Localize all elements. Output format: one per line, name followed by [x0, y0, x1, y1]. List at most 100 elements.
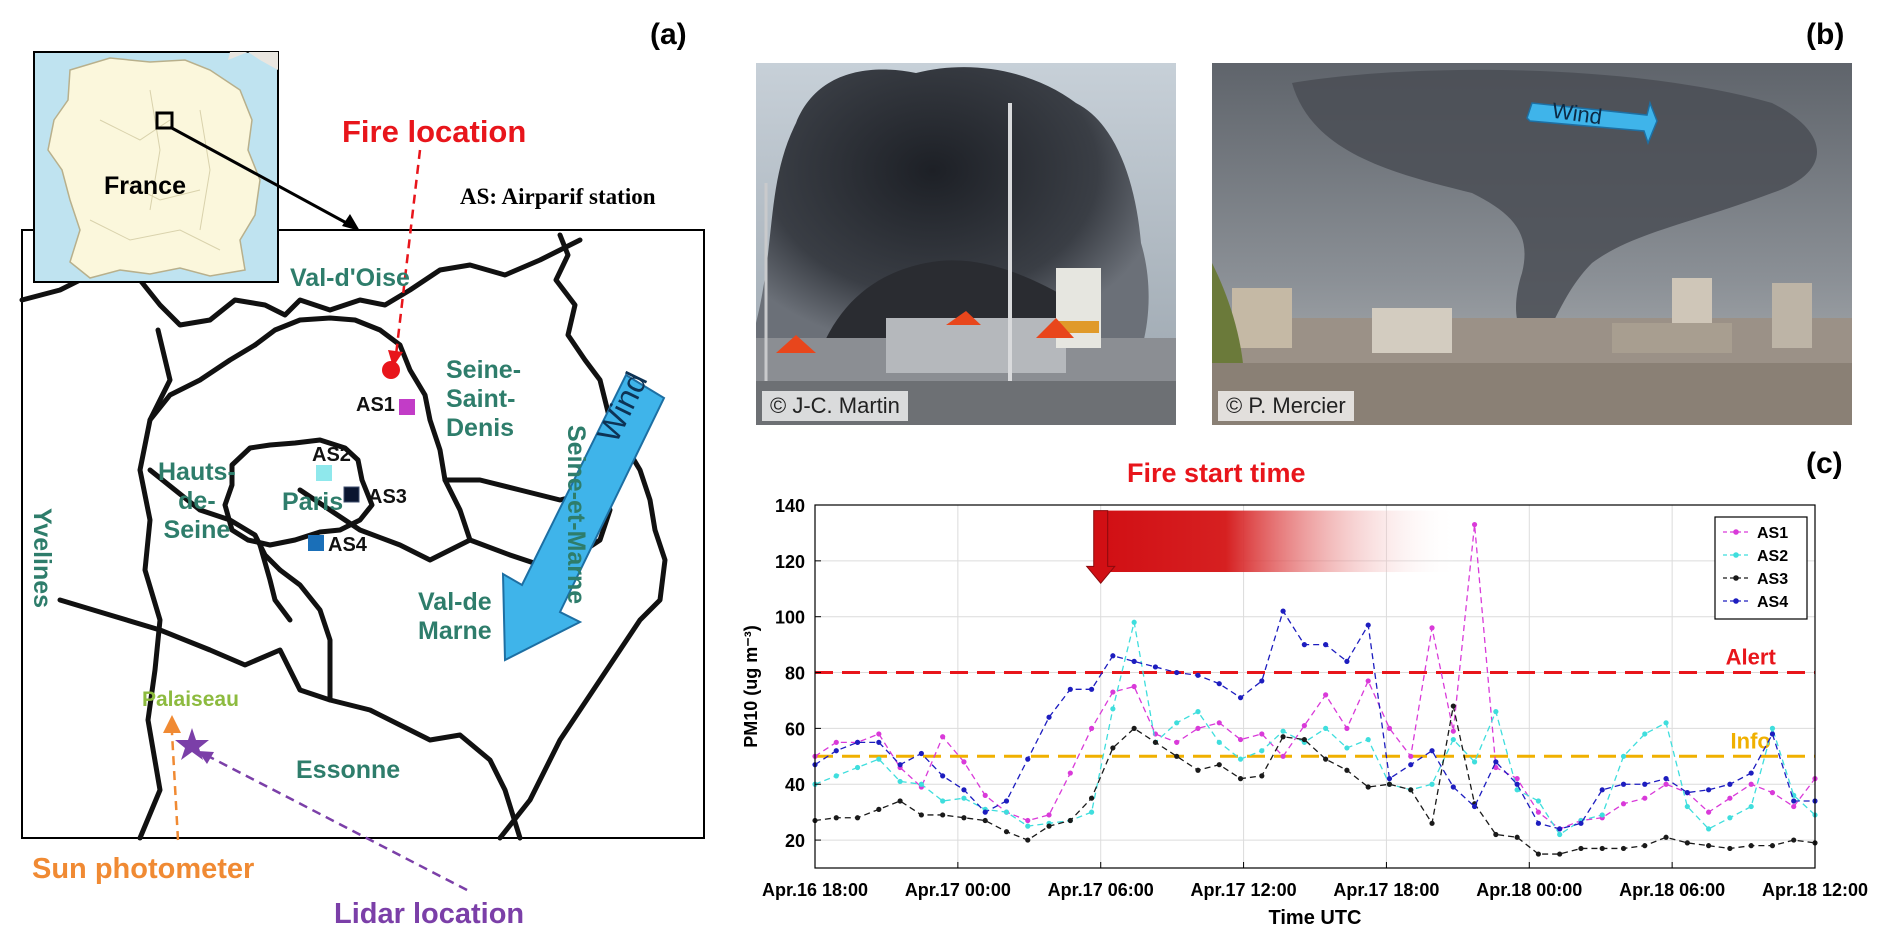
data-point-as2	[1174, 720, 1180, 726]
data-point-as3	[1684, 840, 1690, 846]
data-point-as4	[1663, 776, 1669, 782]
data-point-as3	[1365, 784, 1371, 790]
x-tick-label: Apr.17 00:00	[905, 880, 1011, 900]
x-tick-label: Apr.17 12:00	[1191, 880, 1297, 900]
fire-start-time-label: Fire start time	[1127, 458, 1306, 488]
photo-smoke-plume-right: Wind © P. Mercier	[1212, 63, 1852, 425]
data-point-as1	[1535, 809, 1542, 815]
data-point-as4	[1727, 781, 1733, 787]
data-point-as2	[1663, 720, 1669, 726]
data-point-as4	[1684, 790, 1690, 796]
data-point-as2	[1216, 739, 1222, 745]
sun-photometer-marker	[163, 715, 181, 733]
legend-label-as3: AS3	[1757, 571, 1788, 588]
data-point-as3	[1195, 767, 1201, 773]
data-point-as1	[1642, 795, 1648, 801]
legend-label-as2: AS2	[1757, 548, 1788, 565]
data-point-as4	[1025, 756, 1031, 762]
data-point-as2	[1557, 831, 1563, 838]
photo-wind-arrow	[1526, 100, 1658, 146]
data-point-as1	[1301, 722, 1307, 729]
data-point-as4	[961, 787, 967, 793]
as1-marker	[399, 399, 415, 415]
data-point-as1	[1748, 781, 1754, 787]
data-point-as3	[1046, 823, 1052, 829]
data-point-as1	[1259, 731, 1265, 737]
as2-label: AS2	[312, 444, 351, 466]
data-point-as2	[940, 798, 946, 804]
y-tick-label: 40	[785, 775, 805, 795]
legend-marker-as1	[1733, 529, 1739, 535]
data-point-as1	[1727, 795, 1733, 801]
data-point-as4	[1535, 820, 1542, 826]
data-point-as3	[1386, 781, 1393, 787]
data-point-as4	[1067, 686, 1073, 692]
threshold-label-alert: Alert	[1726, 645, 1777, 670]
region-val-de-marne: Val-de Marne	[418, 588, 492, 645]
data-point-as4	[1088, 686, 1095, 692]
data-point-as2	[961, 795, 967, 801]
photo-fire-smoke-left: © J-C. Martin	[756, 63, 1176, 425]
data-point-as3	[1025, 837, 1031, 843]
data-point-as1	[1791, 803, 1797, 810]
as3-marker	[343, 486, 360, 503]
data-point-as1	[1620, 801, 1627, 807]
data-point-as4	[918, 750, 924, 757]
x-tick-label: Apr.16 18:00	[762, 880, 868, 900]
data-point-as4	[1450, 784, 1456, 790]
data-point-as1	[1429, 625, 1435, 631]
data-point-as1	[1174, 739, 1180, 745]
data-point-as3	[1323, 756, 1329, 762]
region-val-doise: Val-d'Oise	[290, 264, 410, 292]
data-point-as2	[1110, 706, 1116, 712]
data-point-as4	[1110, 653, 1116, 659]
data-point-as4	[1429, 748, 1435, 754]
data-point-as3	[876, 806, 882, 812]
lidar-line	[205, 753, 468, 892]
data-point-as1	[1110, 689, 1116, 695]
data-point-as3	[1450, 703, 1456, 709]
inset-france-label: France	[104, 172, 186, 200]
data-point-as3	[1344, 767, 1350, 773]
data-point-as3	[1642, 843, 1648, 849]
data-point-as1	[1280, 753, 1286, 759]
data-point-as2	[1259, 748, 1265, 754]
data-point-as4	[1599, 787, 1605, 793]
sun-photometer-label: Sun photometer	[32, 853, 255, 885]
data-point-as3	[1620, 845, 1627, 852]
y-tick-label: 20	[785, 831, 805, 851]
threshold-label-info: Info	[1731, 728, 1771, 753]
legend-box	[1714, 516, 1808, 620]
as1-label: AS1	[356, 394, 395, 416]
data-point-as4	[1131, 658, 1137, 664]
region-hauts-de-seine: Hauts- de- Seine	[158, 458, 236, 544]
data-point-as3	[1791, 837, 1797, 843]
data-point-as2	[1088, 809, 1095, 815]
data-point-as2	[1471, 759, 1478, 765]
data-point-as4	[1620, 781, 1627, 787]
data-point-as3	[1663, 834, 1669, 840]
fire-arrow	[394, 149, 422, 356]
data-point-as2	[833, 773, 839, 779]
data-point-as4	[1514, 781, 1520, 787]
data-point-as3	[854, 815, 861, 821]
data-point-as2	[1727, 815, 1733, 821]
x-tick-label: Apr.17 18:00	[1333, 880, 1439, 900]
data-point-as2	[1642, 731, 1648, 737]
data-point-as1	[982, 792, 988, 798]
data-point-as4	[1471, 803, 1478, 810]
as4-label: AS4	[328, 534, 367, 556]
data-point-as4	[940, 773, 946, 779]
data-point-as1	[961, 759, 967, 765]
data-point-as3	[1152, 739, 1159, 745]
data-point-as3	[982, 817, 988, 824]
data-point-as1	[1046, 812, 1052, 818]
data-point-as3	[961, 815, 967, 821]
data-point-as4	[1195, 672, 1201, 678]
data-point-as2	[1748, 803, 1754, 810]
data-point-as4	[1557, 826, 1563, 832]
data-point-as3	[1557, 851, 1563, 857]
as2-marker	[316, 465, 332, 481]
data-point-as1	[1323, 692, 1329, 698]
data-point-as3	[897, 798, 903, 804]
